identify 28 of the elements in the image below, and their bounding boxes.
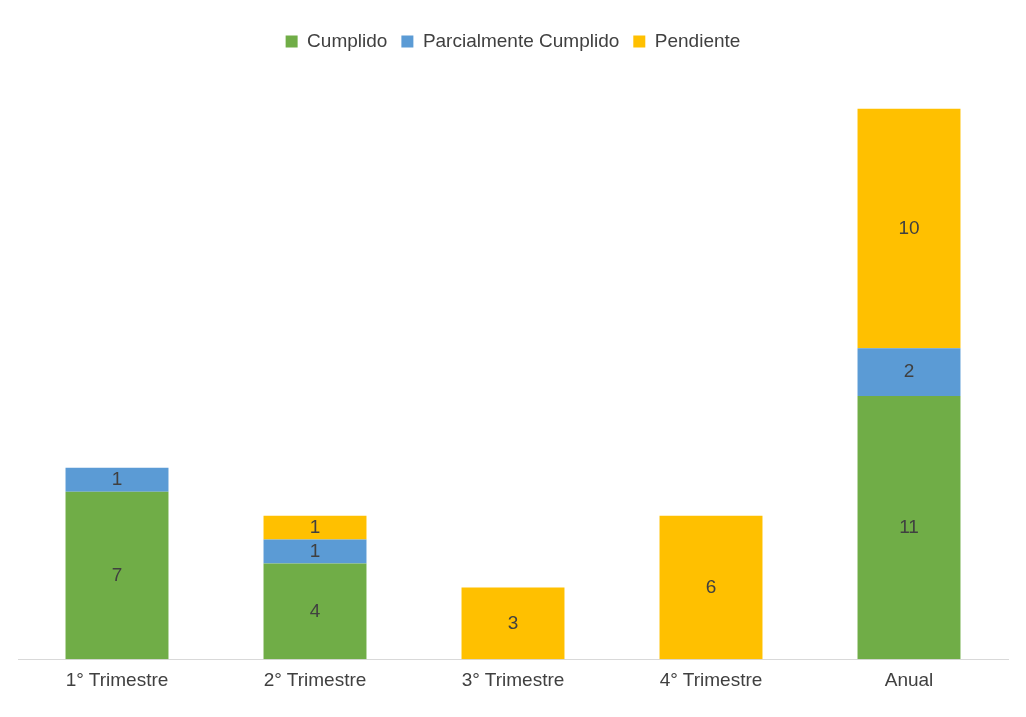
data-label: 2 [903, 360, 915, 382]
data-label: 1 [309, 539, 321, 561]
bar [461, 587, 565, 660]
x-tick-label: 3° Trimestre [461, 668, 565, 690]
bar [857, 395, 961, 660]
data-label: 1 [309, 515, 321, 537]
legend-label: Cumplido [307, 29, 388, 51]
x-tick-label: 1° Trimestre [65, 668, 169, 690]
data-label: 10 [898, 216, 920, 238]
bar [857, 108, 961, 349]
bar [857, 348, 961, 396]
x-tick-label: 4° Trimestre [659, 668, 763, 690]
data-label: 3 [507, 611, 519, 633]
bar [263, 515, 367, 540]
bar [65, 467, 169, 492]
data-label: 1 [111, 467, 123, 489]
legend-label: Pendiente [654, 29, 741, 51]
data-label: 11 [899, 515, 919, 537]
x-tick-label: 2° Trimestre [263, 668, 367, 690]
legend-label: Parcialmente Cumplido [422, 29, 620, 51]
data-label: 7 [111, 563, 123, 585]
bar [263, 539, 367, 564]
bar [263, 563, 367, 660]
data-label: 4 [309, 599, 321, 621]
bar [659, 515, 763, 660]
x-tick-label: Anual [884, 668, 934, 690]
bar [65, 491, 169, 660]
data-label: 6 [705, 575, 717, 597]
